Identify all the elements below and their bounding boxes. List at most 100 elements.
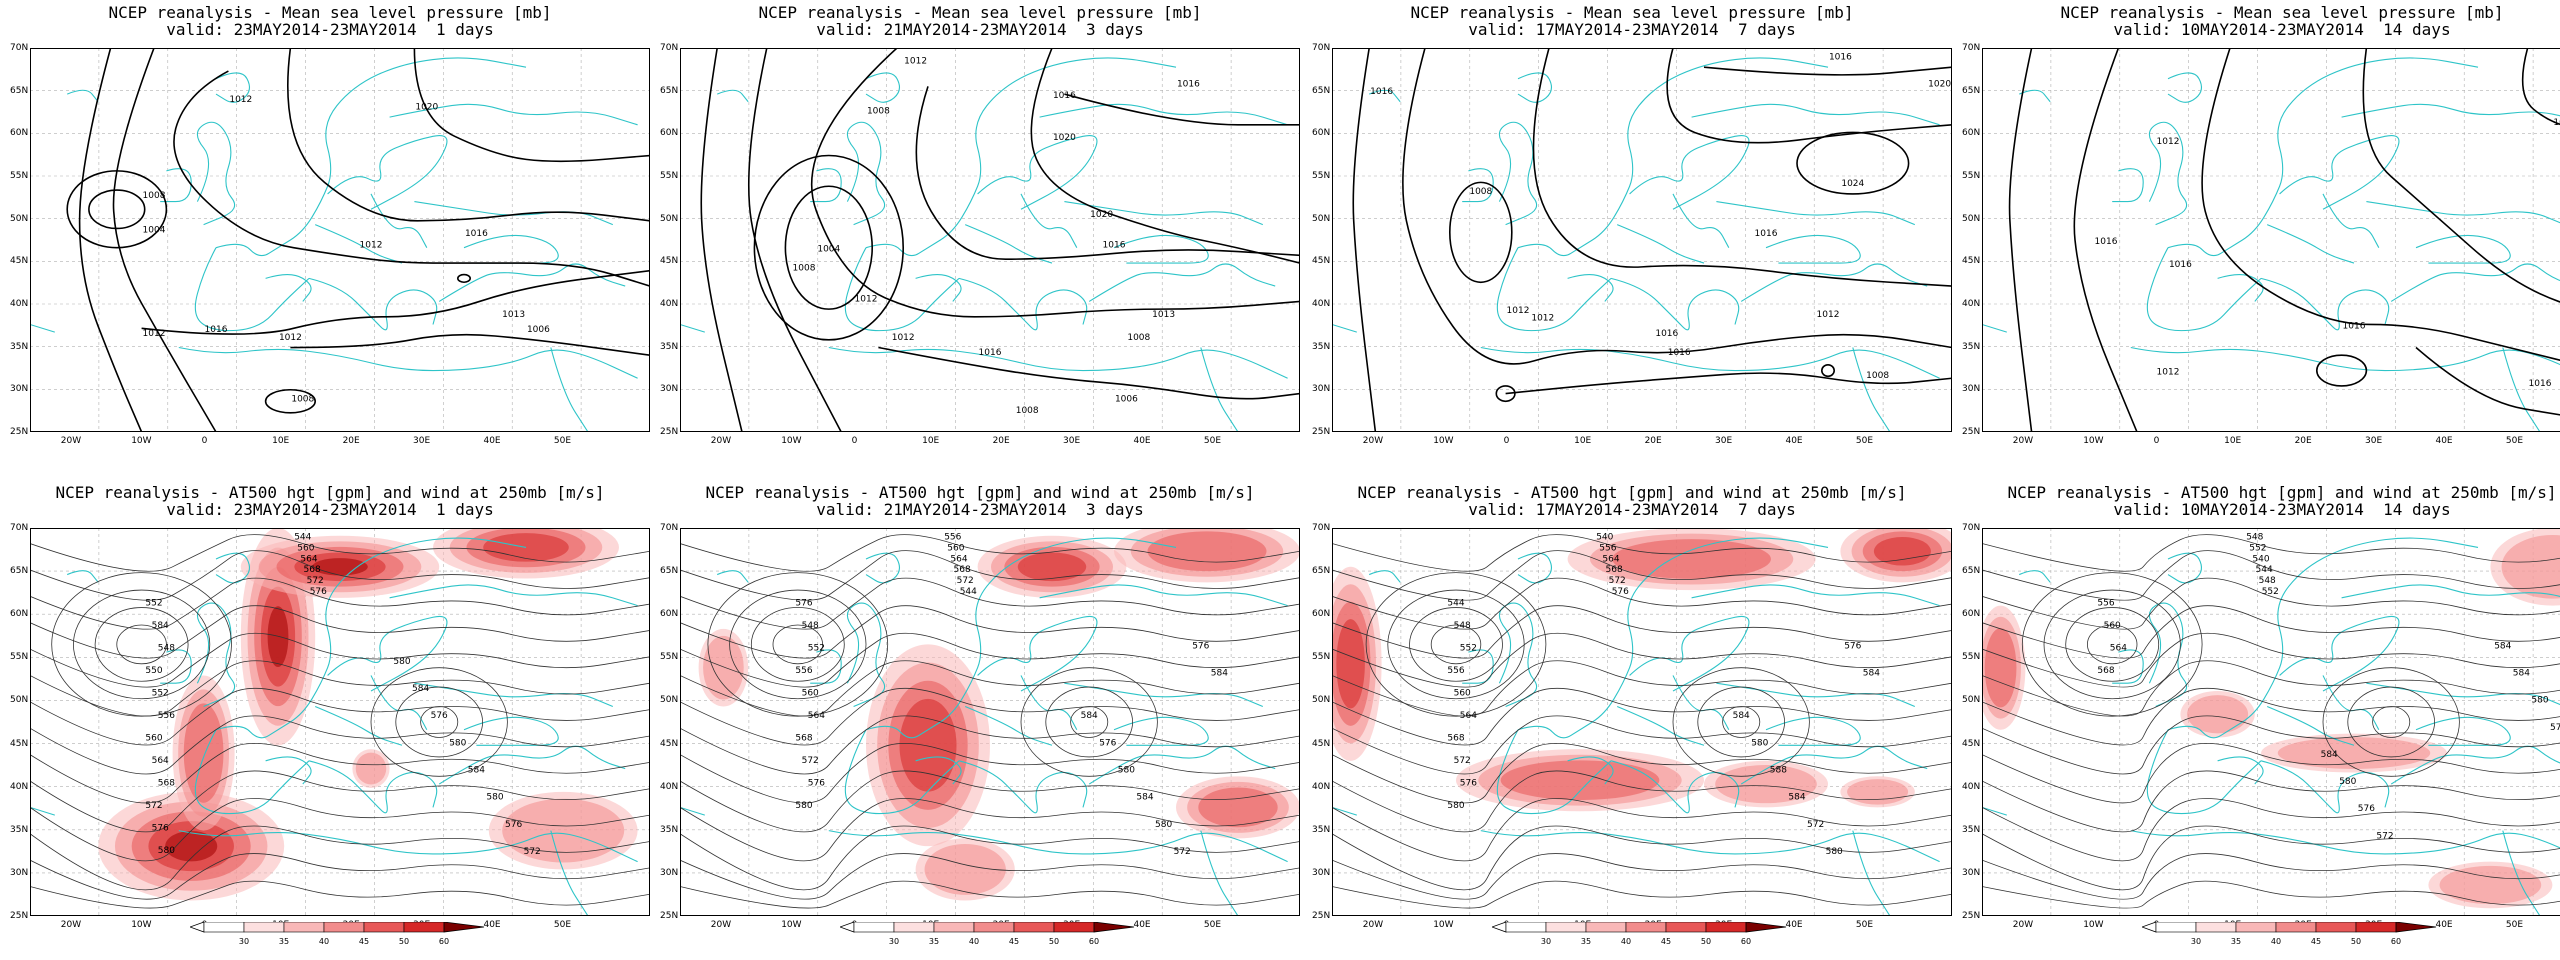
lat-tick-label: 35N — [660, 341, 679, 352]
contour-label: 1012 — [1817, 310, 1840, 320]
coastline-5 — [194, 247, 310, 332]
lon-tick-label: 30E — [1063, 436, 1081, 446]
isobar-9 — [1820, 364, 1836, 378]
coastline-9 — [2130, 346, 2560, 372]
coastline-14 — [964, 224, 1053, 264]
mslp-panel-2: NCEP reanalysis - Mean sea level pressur… — [1302, 4, 1952, 448]
lat-tick-label: 50N — [10, 213, 29, 224]
contour-label: 1016 — [2529, 379, 2552, 389]
coastline-7 — [1740, 263, 1928, 302]
panel-valid-period: valid: 10MAY2014-23MAY2014 14 days — [2113, 20, 2451, 39]
coastline-16 — [1064, 682, 1264, 707]
isobar-0 — [78, 48, 143, 432]
colorbar-tick: 40 — [969, 937, 979, 946]
isobar-1 — [2073, 48, 2138, 432]
contour-label: 1016 — [2343, 321, 2366, 331]
colorbar-swatch-4 — [363, 921, 405, 933]
wind-shade-1-1 — [2187, 695, 2249, 734]
map-svg: 5565605645685725445765485525565605645685… — [680, 528, 1300, 916]
contour-label: 580 — [2531, 696, 2548, 706]
height-contour-4 — [1332, 632, 1952, 688]
map-frame: 1012 1008 1016 1016 1020 1004 1008 1020 1016 1012… — [680, 48, 1300, 432]
height-contour-7 — [1332, 715, 1952, 775]
height-contour-4 — [1982, 632, 2560, 688]
lon-tick-label: 30E — [1715, 436, 1733, 446]
contour-label: 544 — [2256, 565, 2273, 575]
coastline-6 — [2260, 760, 2390, 814]
colorbar-tick: 30 — [1541, 937, 1551, 946]
wind-shade-4-1 — [1715, 764, 1817, 804]
lat-tick-label: 40N — [10, 781, 29, 792]
colorbar-tick: 60 — [439, 937, 449, 946]
coastline-16 — [1064, 201, 1264, 226]
contour-label: 1008 — [1866, 371, 1889, 381]
lat-tick-label: 50N — [1962, 695, 1981, 706]
low-contour-3 — [2021, 572, 2203, 717]
lat-tick-label: 55N — [660, 652, 679, 663]
coastline-8 — [1765, 234, 1861, 264]
coastline-15 — [265, 756, 312, 785]
coastline-16 — [1716, 201, 1916, 226]
map-frame: 548 552 540 544 548 552 556 560 564 568 572 576 580 5… — [1982, 528, 2560, 916]
wind-shade-3-1 — [703, 635, 744, 700]
cutoff-contour-2 — [1672, 667, 1810, 777]
low-contour-0 — [116, 624, 167, 665]
colorbar-swatch-1 — [893, 921, 935, 933]
height-contour-13 — [680, 880, 1300, 909]
coastline-15 — [2217, 756, 2264, 785]
map-svg: 10201012101610161016101210161012 — [1982, 48, 2560, 432]
coastline-17 — [2341, 584, 2560, 599]
lat-tick-label: 25N — [660, 427, 679, 437]
low-contour-3 — [1365, 572, 1547, 717]
height-contour-7 — [30, 715, 650, 775]
contour-label: 552 — [152, 689, 169, 699]
coastline-2 — [810, 649, 842, 684]
lon-tick-label: 50E — [1855, 920, 1874, 930]
z500-panel-0: NCEP reanalysis - AT500 hgt [gpm] and wi… — [0, 484, 650, 946]
contour-label: 1004 — [143, 225, 166, 235]
colorbar-swatch-3 — [973, 921, 1015, 933]
coastline-4 — [2279, 135, 2400, 210]
contour-label: 560 — [2104, 621, 2121, 631]
contour-label: 550 — [145, 666, 162, 676]
height-contour-13 — [1332, 880, 1952, 909]
z500-panel-1: NCEP reanalysis - AT500 hgt [gpm] and wi… — [650, 484, 1300, 946]
cutoff-contour-2 — [370, 667, 508, 777]
contour-label: 556 — [1599, 544, 1616, 554]
height-contour-5 — [1332, 660, 1952, 717]
height-contour-0 — [680, 534, 1300, 572]
coastline-1 — [196, 602, 236, 707]
height-contour-10 — [680, 798, 1300, 862]
coastline-9 — [2130, 830, 2560, 855]
contour-label: 540 — [2252, 554, 2269, 564]
isobar-3 — [915, 86, 1300, 261]
lat-tick-label: 60N — [1962, 128, 1981, 139]
low-contour-1 — [750, 607, 845, 682]
coastline-16 — [2366, 201, 2560, 224]
coastline-8 — [1765, 716, 1861, 746]
lon-tick-label: 40E — [1785, 920, 1803, 930]
contour-label: 556 — [2097, 599, 2114, 609]
low-contour-0 — [1430, 624, 1482, 665]
isobar-9 — [264, 388, 317, 414]
lon-tick-label: 30E — [413, 436, 431, 446]
coastline-3 — [865, 57, 1177, 257]
lon-tick-label: 10E — [1574, 436, 1592, 446]
lon-tick-label: 20W — [60, 920, 82, 930]
lon-tick-label: 10W — [131, 920, 152, 930]
height-contour-11 — [680, 825, 1300, 891]
isobar-1 — [112, 48, 217, 432]
coastline-1 — [1498, 121, 1538, 226]
colorbar-tick: 35 — [1581, 937, 1591, 946]
contour-label: 564 — [152, 756, 169, 766]
coastline-5 — [1496, 729, 1612, 815]
lat-tick-label: 55N — [1312, 171, 1331, 181]
panel-valid-period: valid: 17MAY2014-23MAY2014 7 days — [1468, 20, 1796, 39]
lat-tick-label: 50N — [1962, 213, 1981, 224]
lat-tick-label: 45N — [10, 738, 29, 749]
contour-label: 584 — [468, 765, 485, 775]
coastline-13 — [370, 193, 428, 248]
coastline-10 — [1852, 830, 1891, 916]
colorbar-tick: 45 — [359, 937, 369, 946]
coastline-10 — [1200, 830, 1239, 916]
